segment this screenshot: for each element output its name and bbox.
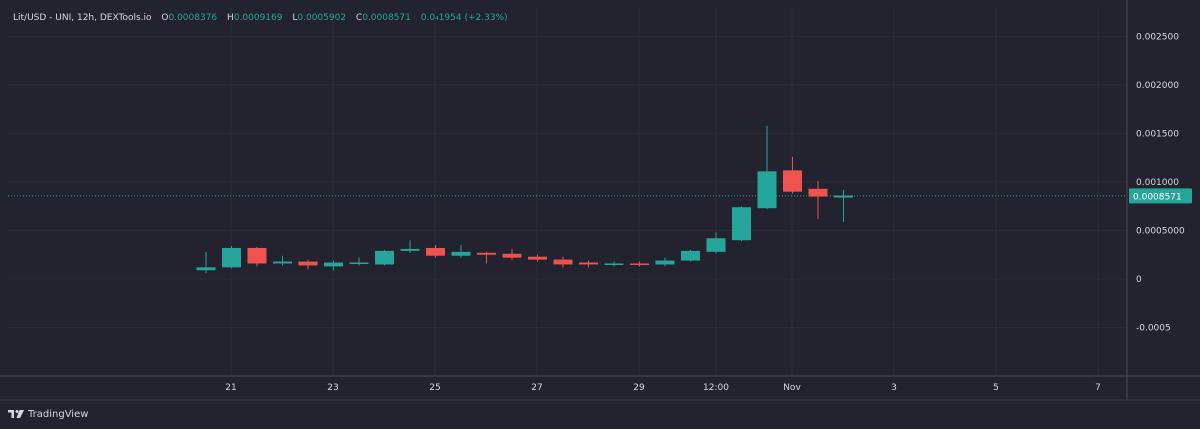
- candle-body: [681, 250, 700, 261]
- high-label: H: [227, 13, 234, 23]
- tradingview-logo-icon: [8, 410, 24, 418]
- candle-body: [222, 247, 241, 268]
- candle: [579, 260, 598, 268]
- candle-body: [247, 247, 267, 264]
- candle: [553, 256, 573, 268]
- candle: [808, 181, 828, 219]
- x-tick-label: 25: [429, 383, 440, 393]
- high-value: 0.0009169: [233, 13, 283, 23]
- candle: [604, 261, 624, 267]
- candle: [196, 251, 216, 274]
- candle: [451, 245, 471, 258]
- candle-body: [630, 263, 649, 265]
- change-value: 0.0₄1954 (+2.33%): [420, 13, 508, 23]
- candle-body: [757, 171, 777, 209]
- candle: [681, 249, 700, 262]
- candle-body: [298, 261, 318, 266]
- ohlc-legend: Lit/USD - UNI, 12h, DEXTools.io O0.00083…: [13, 13, 508, 23]
- x-tick-label: 21: [225, 383, 236, 393]
- candle-body: [528, 256, 547, 260]
- x-tick-label: 5: [993, 383, 999, 393]
- candle: [247, 246, 267, 267]
- candle: [834, 189, 853, 222]
- candle-body: [834, 195, 853, 198]
- y-tick-label: -0.0005: [1136, 324, 1171, 334]
- candle: [783, 156, 802, 194]
- candle: [349, 257, 369, 266]
- brand-label: TradingView: [28, 408, 89, 420]
- axis-layer: 0.002500 0.002000 0.001500 0.001000 0.000500…: [0, 0, 1200, 401]
- candle: [732, 206, 751, 242]
- candle-body: [553, 259, 573, 265]
- low-label: L: [292, 13, 298, 23]
- y-tick-label: 0.001500: [1136, 130, 1179, 140]
- candle: [706, 232, 726, 254]
- x-tick-label: Nov: [783, 383, 801, 393]
- candle-body: [451, 251, 471, 256]
- open-label: O: [161, 13, 169, 23]
- candle: [400, 240, 420, 253]
- candle: [324, 260, 343, 271]
- candle: [426, 245, 445, 258]
- candle-body: [324, 262, 343, 267]
- candle-layer: [196, 125, 853, 274]
- low-value: 0.0005902: [297, 13, 347, 23]
- candle-body: [349, 262, 369, 265]
- close-value: 0.0008571: [362, 13, 411, 23]
- last-price-badge-bg: [1129, 188, 1192, 204]
- close-label: C: [355, 13, 363, 23]
- footer-brand[interactable]: TradingView: [8, 405, 88, 423]
- symbol-label: Lit/USD - UNI, 12h, DEXTools.io: [13, 13, 152, 23]
- candle: [502, 248, 522, 260]
- candle-body: [196, 267, 216, 271]
- candle-body: [783, 170, 802, 192]
- x-tick-label: 27: [531, 383, 542, 393]
- last-price-label: 0.0008571: [1133, 192, 1182, 202]
- candle-body: [655, 260, 675, 265]
- candle-body: [477, 252, 496, 255]
- candle: [655, 257, 675, 267]
- y-tick-label: 0.002000: [1136, 81, 1179, 91]
- candle: [630, 261, 649, 267]
- candle-body: [808, 188, 828, 197]
- candle-body: [732, 207, 751, 241]
- candle: [273, 255, 292, 266]
- y-tick-label: 0: [1136, 275, 1142, 285]
- candle-body: [579, 262, 598, 265]
- candle: [477, 251, 496, 264]
- candle: [757, 125, 777, 210]
- candle: [222, 246, 241, 269]
- candle-body: [400, 248, 420, 251]
- x-tick-label: 12:00: [703, 383, 729, 393]
- open-value: 0.0008376: [168, 13, 218, 23]
- candle-body: [706, 238, 726, 252]
- candle: [298, 259, 318, 270]
- candle: [528, 254, 547, 262]
- candle-body: [502, 253, 522, 258]
- candle: [375, 249, 394, 266]
- candle-body: [604, 263, 624, 265]
- x-tick-label: 29: [633, 383, 645, 393]
- y-tick-label: 0.001000: [1136, 178, 1179, 188]
- x-tick-label: 23: [327, 383, 338, 393]
- x-tick-label: 3: [891, 383, 897, 393]
- candle-body: [375, 250, 394, 265]
- candle-body: [426, 247, 445, 256]
- last-price-badge: 0.0008571: [1129, 188, 1192, 204]
- x-tick-label: 7: [1095, 383, 1101, 393]
- candle-body: [273, 261, 292, 264]
- y-tick-label: 0.002500: [1136, 33, 1179, 43]
- y-tick-label: 0.0005000: [1136, 227, 1185, 237]
